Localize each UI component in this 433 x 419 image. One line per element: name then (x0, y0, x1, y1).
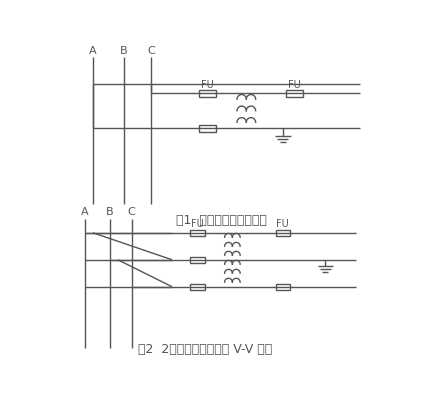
Text: A: A (81, 207, 89, 217)
Bar (199, 90, 216, 97)
Text: FU: FU (201, 80, 214, 90)
Text: B: B (120, 46, 128, 56)
Bar (286, 90, 303, 97)
Text: FU: FU (191, 219, 204, 229)
Text: C: C (147, 46, 155, 56)
Bar (190, 284, 205, 290)
Text: C: C (128, 207, 136, 217)
Bar (190, 230, 205, 236)
Bar (190, 257, 205, 263)
Text: A: A (89, 46, 97, 56)
Bar (276, 284, 290, 290)
Text: B: B (106, 207, 114, 217)
Bar (276, 230, 290, 236)
Text: 图2  2台单相电压互感器 V-V 接线: 图2 2台单相电压互感器 V-V 接线 (138, 343, 272, 356)
Text: 图1  单相电压互感器接线: 图1 单相电压互感器接线 (176, 214, 267, 227)
Text: FU: FU (276, 219, 289, 229)
Bar (199, 124, 216, 132)
Text: FU: FU (288, 80, 301, 90)
